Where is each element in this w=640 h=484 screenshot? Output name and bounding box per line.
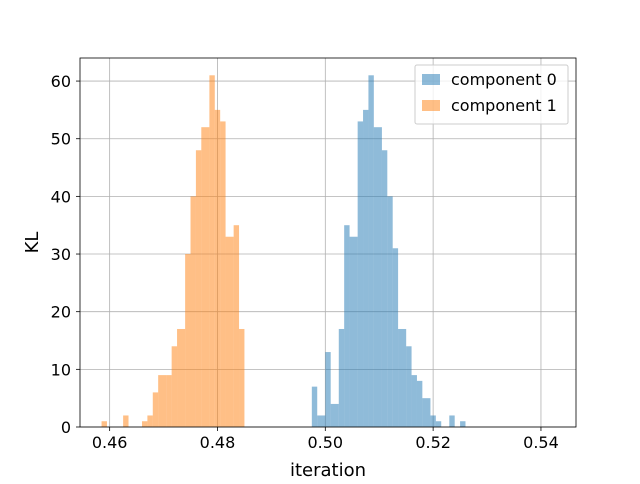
histogram-bar-component-1 [147,415,153,427]
histogram-bar-component-1 [225,236,234,427]
histogram-bar-component-0 [311,386,318,427]
histogram-bar-component-1 [209,75,215,427]
histogram-bar-component-0 [368,75,374,427]
histogram-bar-component-1 [233,225,240,427]
histogram-bar-component-1 [201,127,210,427]
histogram-bar-component-0 [330,403,339,427]
histogram-bar-component-0 [449,415,455,427]
histogram-bar-component-1 [101,421,107,427]
histogram-bar-component-1 [142,421,148,427]
histogram-bar-component-1 [158,375,167,427]
histogram-bar-component-0 [435,421,442,427]
histogram-bar-component-1 [195,150,202,427]
y-tick-label: 10 [51,360,71,379]
y-tick-label: 30 [51,245,71,264]
legend-label-component-0: component 0 [451,70,557,89]
y-tick-label: 40 [51,187,71,206]
x-tick-label: 0.46 [92,433,128,452]
legend-swatch-component-0 [422,74,440,85]
histogram-bar-component-0 [387,196,393,427]
legend-label-component-1: component 1 [451,96,557,115]
histogram-bar-component-0 [406,346,412,427]
histogram-bar-component-1 [190,196,196,427]
histogram-bar-component-1 [166,375,172,427]
legend-box [414,64,569,125]
histogram-bars [101,75,466,427]
axis-ticks: 0.46 0.48 0.50 0.52 0.54 0 10 20 30 40 50 60 [51,72,559,452]
y-tick-label: 20 [51,303,71,322]
x-tick-label: 0.54 [523,433,559,452]
histogram-bar-component-0 [325,352,331,427]
histogram-bar-component-1 [239,328,245,427]
x-tick-label: 0.52 [415,433,451,452]
x-tick-label: 0.50 [307,433,343,452]
histogram-bar-component-0 [344,225,350,427]
plot-frame [79,57,577,428]
x-axis-label: iteration [290,460,366,480]
y-axis-label: KL [22,232,43,254]
histogram-bar-component-0 [373,127,382,427]
histogram-bar-component-0 [392,248,399,427]
histogram-bar-component-0 [381,150,388,427]
legend-swatch-component-1 [422,100,440,111]
histogram-bar-component-0 [398,328,407,427]
histogram-bar-component-1 [214,109,221,427]
histogram-bar-component-1 [185,254,191,427]
histogram-bar-component-0 [338,328,345,427]
histogram-bar-component-1 [171,346,178,427]
histogram-bar-component-1 [152,392,159,427]
y-tick-label: 60 [51,72,71,91]
histogram-bar-component-0 [317,415,326,427]
x-tick-label: 0.48 [200,433,236,452]
y-tick-label: 0 [61,418,71,437]
histogram-bar-component-0 [422,398,431,427]
histogram-bar-component-1 [177,328,186,427]
histogram-bar-component-1 [123,415,129,427]
histogram-bar-component-0 [357,121,364,427]
histogram-bar-component-0 [416,380,423,427]
y-tick-label: 50 [51,130,71,149]
legend: component 0 component 1 [414,64,569,125]
histogram-bar-component-1 [220,121,226,427]
histogram-bar-component-0 [349,236,358,427]
histogram-bar-component-0 [430,415,436,427]
histogram-bar-component-0 [460,421,466,427]
histogram-bar-component-0 [363,109,369,427]
histogram-bar-component-0 [411,375,417,427]
